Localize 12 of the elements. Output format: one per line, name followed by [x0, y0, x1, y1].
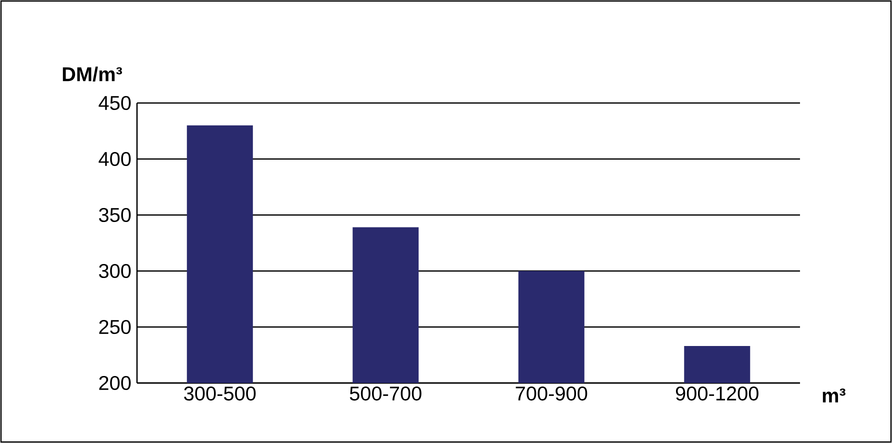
y-tick-label: 250 — [99, 320, 131, 334]
y-tick-label: 200 — [99, 376, 131, 390]
y-tick-label: 350 — [99, 208, 131, 222]
y-axis-title: DM/m³ — [62, 66, 122, 82]
y-tick-label: 450 — [98, 96, 131, 110]
x-tick-label: 300-500 — [184, 386, 256, 401]
x-tick-label: 900-1200 — [676, 386, 758, 401]
y-tick-label: 400 — [98, 152, 131, 166]
x-axis-title: m³ — [822, 388, 846, 402]
x-tick-label: 500-700 — [350, 386, 422, 401]
y-tick-label: 300 — [99, 264, 131, 278]
x-tick-label: 700-900 — [516, 386, 588, 401]
